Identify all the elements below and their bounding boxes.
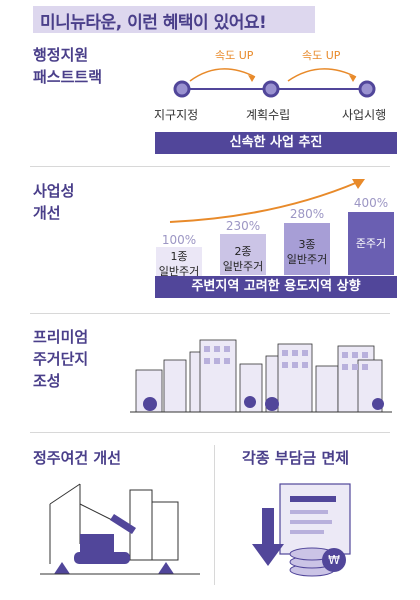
section2-heading-line1: 사업성 xyxy=(33,182,75,200)
section3-heading-line1: 프리미엄 xyxy=(33,328,89,346)
bar-1-label-line2: 일반주거 xyxy=(158,265,200,278)
section2-banner: 주변지역 고려한 용도지역 상향 xyxy=(155,276,397,298)
bar-3-label-line1: 3종 xyxy=(298,238,316,251)
section3-heading: 프리미엄 주거단지 조성 xyxy=(33,326,88,392)
step-label-2: 계획수립 xyxy=(246,108,291,122)
bar-1: 1종 일반주거 xyxy=(156,247,202,278)
bar-1-label-line1: 1종 xyxy=(170,250,188,263)
premium-city-illustration xyxy=(130,339,392,413)
bar-4-label-line1: 준주거 xyxy=(355,237,387,250)
step-label-3: 사업시행 xyxy=(342,108,387,122)
divider-1 xyxy=(30,166,390,167)
section1-heading-line1: 행정지원 xyxy=(33,46,89,64)
step-label-1: 지구지정 xyxy=(154,108,199,122)
section3-heading-line2: 주거단지 xyxy=(33,350,89,368)
speed-arrow-2 xyxy=(287,68,357,82)
speed-up-label-1: 속도 UP xyxy=(215,49,254,62)
bar-3-label-line2: 일반주거 xyxy=(286,253,328,266)
divider-2 xyxy=(30,313,390,314)
page-title: 미니뉴타운, 이런 혜택이 있어요! xyxy=(40,13,267,33)
construction-illustration xyxy=(40,483,200,575)
section3-heading-line3: 조성 xyxy=(33,372,61,390)
step-node-3 xyxy=(358,80,376,98)
bar-2-label-line2: 일반주거 xyxy=(222,260,264,273)
step-node-1 xyxy=(173,80,191,98)
vertical-divider xyxy=(214,445,215,585)
speed-arrow-2-head xyxy=(349,75,356,82)
title-highlight xyxy=(33,6,315,33)
section2-heading: 사업성 개선 xyxy=(33,180,74,224)
process-timeline xyxy=(173,68,376,98)
section4-right-heading: 각종 부담금 면제 xyxy=(242,449,350,467)
section1-heading-line2: 패스트트랙 xyxy=(33,68,103,86)
bar-percent-4: 400% xyxy=(353,196,389,210)
bar-2: 2종 일반주거 xyxy=(220,234,266,275)
fee-exemption-illustration: ₩ xyxy=(252,483,351,577)
bar-3: 3종 일반주거 xyxy=(284,223,330,275)
won-symbol: ₩ xyxy=(328,553,340,567)
bar-percent-3: 280% xyxy=(289,207,325,221)
section2-heading-line2: 개선 xyxy=(33,204,61,222)
speed-arrow-1-head xyxy=(248,75,255,82)
speed-arrow-1 xyxy=(189,68,256,82)
bar-4: 준주거 xyxy=(348,212,394,275)
section1-banner: 신속한 사업 추진 xyxy=(155,132,397,154)
growth-arrow-line xyxy=(169,181,359,223)
growth-arrow-head xyxy=(352,179,365,189)
section4-left-heading: 정주여건 개선 xyxy=(33,449,122,467)
growth-arrow xyxy=(169,179,365,223)
step-node-2 xyxy=(262,80,280,98)
bar-2-label-line1: 2종 xyxy=(234,245,252,258)
bar-percent-1: 100% xyxy=(161,233,197,247)
divider-3 xyxy=(30,432,390,433)
section1-heading: 행정지원 패스트트랙 xyxy=(33,44,102,88)
bar-percent-2: 230% xyxy=(225,219,261,233)
speed-up-label-2: 속도 UP xyxy=(302,49,341,62)
